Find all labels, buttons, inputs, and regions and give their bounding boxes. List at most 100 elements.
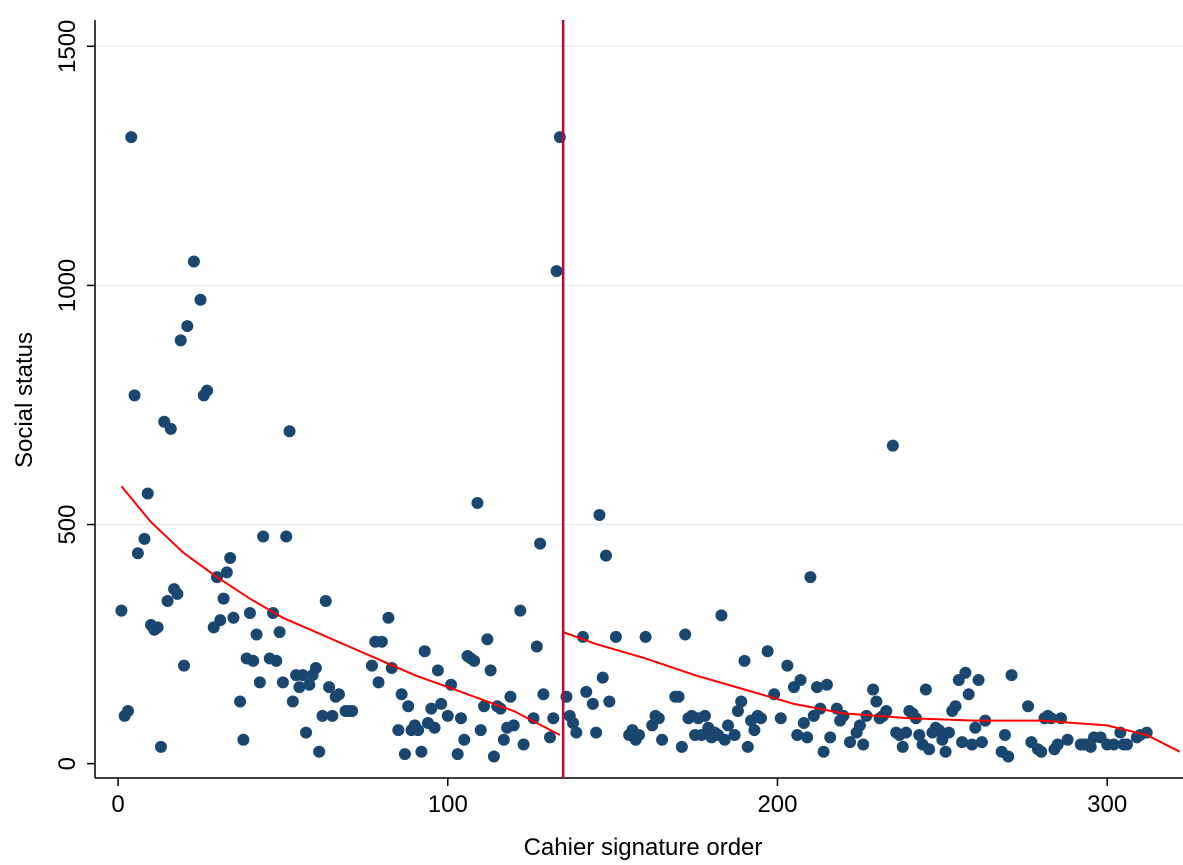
data-point: [741, 740, 754, 753]
data-point: [652, 712, 665, 725]
data-point: [880, 705, 893, 718]
data-point: [296, 669, 309, 682]
data-point: [969, 721, 982, 734]
data-point: [567, 717, 580, 730]
data-point: [715, 609, 728, 622]
data-point: [372, 676, 385, 689]
data-point: [514, 604, 527, 617]
data-point: [656, 733, 669, 746]
data-point: [735, 695, 748, 708]
data-point: [276, 676, 289, 689]
data-point: [609, 630, 622, 643]
data-point: [1005, 669, 1018, 682]
data-point: [939, 745, 952, 758]
y-tick-label: 1500: [54, 20, 81, 73]
data-point: [781, 659, 794, 672]
data-point: [332, 688, 345, 701]
data-point: [220, 566, 233, 579]
data-point: [679, 628, 692, 641]
data-point: [309, 662, 322, 675]
data-point: [844, 736, 857, 749]
data-point: [478, 700, 491, 713]
data-point: [471, 497, 484, 510]
data-point: [319, 595, 332, 608]
data-point: [201, 384, 214, 397]
data-point: [956, 736, 969, 749]
data-point: [234, 695, 247, 708]
y-axis-title: Social status: [11, 332, 38, 468]
data-point: [797, 717, 810, 730]
data-point: [300, 726, 313, 739]
data-point: [801, 731, 814, 744]
data-point: [550, 265, 563, 278]
data-point: [280, 530, 293, 543]
data-point: [603, 695, 616, 708]
x-tick-label: 0: [111, 791, 124, 818]
data-point: [942, 726, 955, 739]
data-point: [131, 547, 144, 560]
fit-line-left: [120, 485, 561, 736]
data-point: [418, 645, 431, 658]
data-point: [313, 745, 326, 758]
data-point: [441, 709, 454, 722]
data-point: [428, 721, 441, 734]
x-tick-label: 200: [757, 791, 797, 818]
data-point: [517, 738, 530, 751]
data-point: [975, 736, 988, 749]
data-point: [395, 688, 408, 701]
data-point: [817, 745, 830, 758]
data-point: [121, 705, 134, 718]
data-point: [154, 740, 167, 753]
data-point: [853, 719, 866, 732]
data-point: [580, 685, 593, 698]
data-point: [1051, 738, 1064, 751]
data-point: [398, 748, 411, 761]
data-point: [125, 131, 138, 144]
x-tick-label: 300: [1087, 791, 1127, 818]
data-point: [959, 666, 972, 679]
ticks: 0 500 1000 1500 0 100 200 300: [54, 20, 1127, 818]
data-point: [824, 731, 837, 744]
data-point: [412, 724, 425, 737]
x-tick-label: 100: [428, 791, 468, 818]
data-point: [534, 537, 547, 550]
data-point: [857, 738, 870, 751]
data-point: [675, 740, 688, 753]
data-point: [639, 630, 652, 643]
data-point: [590, 726, 603, 739]
data-point: [253, 676, 266, 689]
data-point: [194, 293, 207, 306]
data-point: [698, 709, 711, 722]
data-point: [451, 748, 464, 761]
data-point: [425, 702, 438, 715]
data-point: [870, 695, 883, 708]
data-point: [972, 673, 985, 686]
data-point: [227, 611, 240, 624]
axes: [94, 20, 1183, 779]
data-point: [415, 745, 428, 758]
data-point: [214, 614, 227, 627]
data-point: [596, 671, 609, 684]
data-point: [365, 659, 378, 672]
data-points: [115, 131, 1153, 763]
data-point: [273, 626, 286, 639]
data-point: [791, 728, 804, 741]
data-point: [458, 733, 471, 746]
data-point: [138, 532, 151, 545]
data-point: [392, 724, 405, 737]
gridlines: [95, 45, 1183, 526]
data-point: [754, 712, 767, 725]
data-point: [270, 654, 283, 667]
data-point: [402, 700, 415, 713]
data-point: [468, 654, 481, 667]
data-point: [794, 673, 807, 686]
data-point: [174, 334, 187, 347]
data-point: [962, 688, 975, 701]
data-point: [171, 587, 184, 600]
x-axis-title: Cahier signature order: [524, 834, 763, 861]
data-point: [385, 662, 398, 675]
data-point: [257, 530, 270, 543]
data-point: [923, 743, 936, 756]
data-point: [811, 681, 824, 694]
